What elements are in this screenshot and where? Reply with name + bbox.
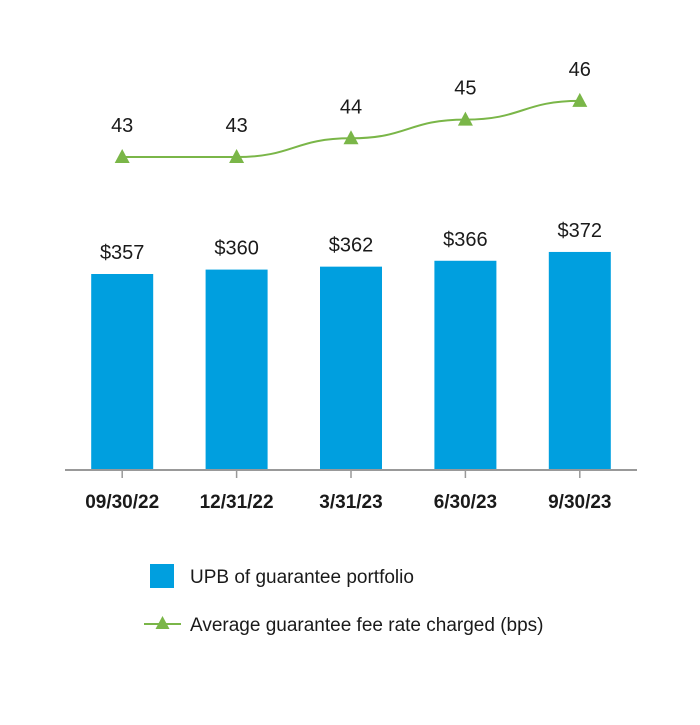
legend: UPB of guarantee portfolio Average guara…	[144, 564, 544, 636]
legend-triangle-marker	[155, 616, 170, 629]
line-point	[343, 130, 359, 145]
legend-line-label: Average guarantee fee rate charged (bps)	[190, 615, 544, 636]
legend-bar-swatch	[150, 564, 174, 588]
x-tick-label: 3/31/23	[319, 492, 382, 513]
line-point	[457, 111, 473, 126]
x-tick-label: 12/31/22	[200, 492, 274, 513]
line-layer	[114, 92, 588, 163]
line-value-label: 43	[225, 115, 247, 137]
legend-bar-label: UPB of guarantee portfolio	[190, 567, 414, 588]
bar	[205, 269, 268, 470]
bar	[548, 251, 611, 470]
line-value-label: 44	[340, 96, 362, 118]
bar-value-label: $362	[329, 235, 374, 257]
labels-layer: $357 $360 $362 $366 $372 43 43 44 45 46	[100, 59, 602, 264]
line-point	[572, 92, 588, 107]
bar-value-label: $360	[214, 238, 259, 260]
x-tick-label: 6/30/23	[434, 492, 497, 513]
line-value-label: 46	[569, 59, 591, 81]
bars-layer	[91, 251, 611, 470]
bar	[91, 274, 154, 470]
line-value-label: 45	[454, 78, 476, 100]
bar	[320, 266, 382, 470]
line-point	[114, 149, 130, 163]
bar-value-label: $372	[558, 220, 603, 242]
x-tick-label: 09/30/22	[85, 492, 159, 513]
axis-layer: 09/30/22 12/31/22 3/31/23 6/30/23 9/30/23	[65, 469, 637, 513]
bar-value-label: $366	[443, 229, 488, 251]
x-tick-label: 9/30/23	[548, 492, 611, 513]
bar-value-label: $357	[100, 242, 145, 264]
bar	[434, 260, 497, 470]
line-point	[229, 149, 245, 163]
line-value-label: 43	[111, 115, 133, 137]
